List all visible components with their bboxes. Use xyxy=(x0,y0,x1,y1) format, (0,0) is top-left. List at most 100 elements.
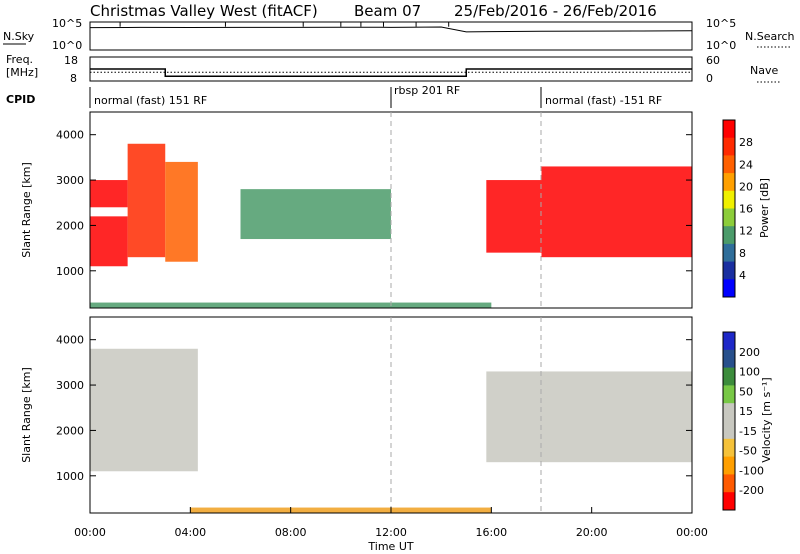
title-radar: Christmas Valley West (fitACF) xyxy=(90,2,318,20)
vel-cbar-swatch-4 xyxy=(723,403,735,422)
x-tick-label-3: 12:00 xyxy=(375,526,407,539)
mode-label-1: rbsp 201 RF xyxy=(394,84,460,97)
power-panel: Slant Range [km] 4000 3000 2000 1000 xyxy=(20,111,693,309)
velocity-cbar-swatches xyxy=(723,332,735,511)
vel-yticks-label-2: 2000 xyxy=(56,424,84,437)
power-blocks-region-0 xyxy=(90,216,128,267)
x-tick-label-6: 00:00 xyxy=(676,526,708,539)
title-dates: 25/Feb/2016 - 26/Feb/2016 xyxy=(454,2,657,20)
power-cbar-label: Power [dB] xyxy=(758,178,771,238)
vel-yticks-label-3: 1000 xyxy=(56,470,84,483)
nave-tick-bottom: 0 xyxy=(706,72,713,85)
power-cbar-swatch-9 xyxy=(723,279,735,298)
noise-tick-left-bottom: 10^0 xyxy=(52,39,82,52)
x-axis-label: Time UT xyxy=(367,540,413,553)
noise-panel-frame xyxy=(89,21,693,51)
velocity-cbar-label: Velocity [m s⁻¹] xyxy=(760,377,773,462)
freq-tick-top: 18 xyxy=(64,54,78,67)
power-cbar-swatch-0 xyxy=(723,120,735,139)
vel-blocks-region-1 xyxy=(486,371,692,463)
power-blocks xyxy=(90,143,692,308)
velocity-panel: Slant Range [km] 4000 3000 2000 1000 xyxy=(20,316,693,514)
vel-cbar-ticks-label-4: -15 xyxy=(739,425,757,438)
nave-tick-top: 60 xyxy=(706,54,720,67)
nsky-spikes xyxy=(119,21,450,27)
velocity-colorbar: Velocity [m s⁻¹] 200 100 50 15 -15 -50 -100 -20… xyxy=(722,331,773,511)
noise-tick-right-bottom: 10^0 xyxy=(706,39,736,52)
vel-cbar-ticks-label-7: -200 xyxy=(739,484,764,497)
vel-cbar-swatch-0 xyxy=(723,332,735,351)
power-cbar-ticks-label-6: 4 xyxy=(739,269,746,282)
vel-cbar-swatch-2 xyxy=(723,367,735,386)
vel-cbar-swatch-1 xyxy=(723,349,735,369)
power-cbar-ticks-label-3: 16 xyxy=(739,203,753,216)
nsearch-label: N.Search xyxy=(745,30,795,43)
power-cbar-swatches xyxy=(723,120,735,298)
power-yticks-label-2: 2000 xyxy=(56,219,84,232)
velocity-cbar-ticks: 200 100 50 15 -15 -50 -100 -200 xyxy=(739,346,764,497)
vel-cbar-swatch-6 xyxy=(723,438,735,458)
noise-panel: N.Sky 10^5 10^0 10^5 10^0 N.Search xyxy=(3,17,795,52)
vel-cbar-ticks-label-0: 200 xyxy=(739,346,760,359)
cpid-label: CPID xyxy=(6,93,35,106)
noise-tick-right-top: 10^5 xyxy=(706,17,736,30)
vel-cbar-ticks-label-5: -50 xyxy=(739,445,757,458)
power-cbar-frame xyxy=(722,119,736,298)
vel-cbar-ticks-label-1: 100 xyxy=(739,366,760,379)
vel-cbar-ticks-label-2: 50 xyxy=(739,385,753,398)
vel-blocks-region-2 xyxy=(190,507,492,513)
x-tick-label-0: 00:00 xyxy=(74,526,106,539)
power-yticks: 4000 3000 2000 1000 xyxy=(56,129,692,278)
freq-panel: Freq. [MHz] 18 8 60 0 Nave xyxy=(6,53,780,85)
power-cbar-swatch-2 xyxy=(723,155,735,174)
nave-label: Nave xyxy=(750,64,778,77)
vel-cbar-swatch-7 xyxy=(723,456,735,475)
freq-line xyxy=(90,68,692,77)
power-cbar-swatch-8 xyxy=(723,261,735,280)
power-blocks-region-6 xyxy=(541,166,692,258)
x-axis-ticks: 00:00 04:00 08:00 12:00 16:00 20:00 00:00 xyxy=(74,507,708,539)
power-yticks-label-3: 1000 xyxy=(56,265,84,278)
power-colorbar: Power [dB] 28 24 20 16 12 8 4 xyxy=(722,119,771,298)
velocity-yticks: 4000 3000 2000 1000 xyxy=(56,334,692,483)
vel-cbar-swatch-5 xyxy=(723,421,735,440)
power-cbar-ticks-label-2: 20 xyxy=(739,180,753,193)
vel-cbar-swatch-9 xyxy=(723,492,735,511)
nsky-line xyxy=(89,26,693,33)
power-cbar-swatch-1 xyxy=(723,137,735,156)
nsky-label: N.Sky xyxy=(3,30,35,43)
power-cbar-swatch-3 xyxy=(723,173,735,192)
power-cbar-ticks-label-4: 12 xyxy=(739,225,753,238)
vel-cbar-swatch-3 xyxy=(723,385,735,404)
power-ylabel: Slant Range [km] xyxy=(20,162,33,258)
power-yticks-label-0: 4000 xyxy=(56,129,84,142)
title-beam: Beam 07 xyxy=(354,2,421,20)
vel-cbar-ticks-label-3: 15 xyxy=(739,405,753,418)
power-blocks-region-7 xyxy=(90,302,492,308)
power-yticks-label-1: 3000 xyxy=(56,174,84,187)
power-blocks-region-2 xyxy=(127,143,166,258)
power-cbar-swatch-7 xyxy=(723,243,735,263)
velocity-ylabel: Slant Range [km] xyxy=(20,367,33,463)
vel-yticks-label-1: 3000 xyxy=(56,379,84,392)
cpid-row: CPID normal (fast) 151 RF rbsp 201 RF no… xyxy=(6,84,662,108)
noise-tick-left-top: 10^5 xyxy=(52,17,82,30)
x-tick-label-4: 16:00 xyxy=(475,526,507,539)
power-blocks-region-4 xyxy=(240,189,391,240)
vel-blocks-region-0 xyxy=(90,348,198,472)
power-cbar-ticks-label-0: 28 xyxy=(739,136,753,149)
velocity-cbar-frame xyxy=(722,331,736,511)
mode-label-0: normal (fast) 151 RF xyxy=(94,94,207,107)
power-cbar-swatch-6 xyxy=(723,226,735,245)
power-cbar-ticks-label-5: 8 xyxy=(739,247,746,260)
power-cbar-swatch-4 xyxy=(723,190,735,209)
x-tick-label-5: 20:00 xyxy=(576,526,608,539)
x-tick-label-1: 04:00 xyxy=(174,526,206,539)
power-cbar-ticks-label-1: 24 xyxy=(739,158,753,171)
power-blocks-region-5 xyxy=(486,180,542,253)
power-blocks-region-1 xyxy=(90,180,128,208)
freq-label-line2: [MHz] xyxy=(6,66,38,79)
freq-label-line1: Freq. xyxy=(6,53,33,66)
vel-cbar-ticks-label-6: -100 xyxy=(739,464,764,477)
